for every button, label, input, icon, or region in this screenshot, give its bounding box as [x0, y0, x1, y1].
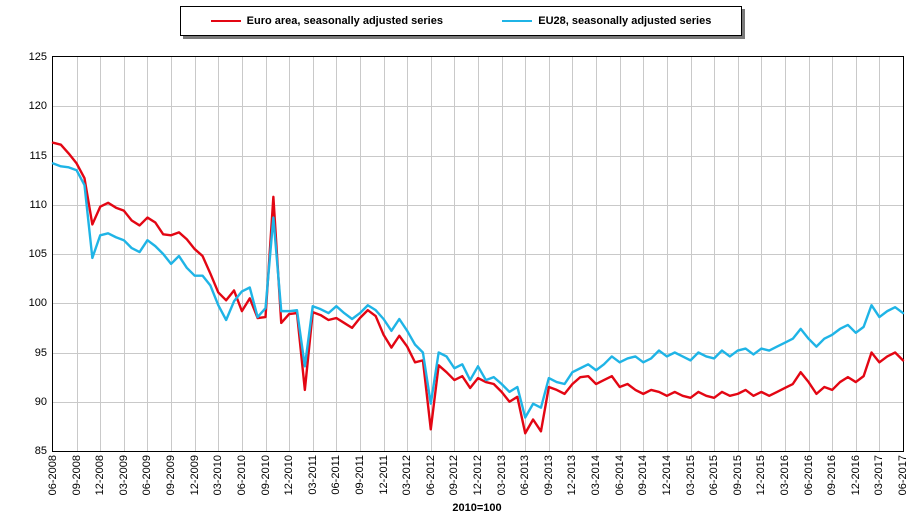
legend-swatch-euro-area — [211, 20, 241, 22]
chart-legend: Euro area, seasonally adjusted series EU… — [180, 6, 742, 36]
x-tick-label: 09-2010 — [260, 451, 272, 495]
x-tick-label: 09-2012 — [448, 451, 460, 495]
x-tick-label: 06-2011 — [330, 451, 342, 495]
y-tick-label: 90 — [35, 396, 47, 408]
x-tick-label: 03-2010 — [212, 451, 224, 495]
x-tick-label: 12-2012 — [472, 451, 484, 495]
x-tick-label: 06-2017 — [897, 451, 909, 495]
x-tick-label: 06-2016 — [803, 451, 815, 495]
x-tick-label: 12-2013 — [566, 451, 578, 495]
x-tick-label: 03-2011 — [307, 451, 319, 495]
x-tick-label: 03-2013 — [496, 451, 508, 495]
x-tick-label: 12-2009 — [189, 451, 201, 495]
legend-item-eu28: EU28, seasonally adjusted series — [502, 15, 711, 27]
x-tick-label: 03-2015 — [685, 451, 697, 495]
x-tick-label: 03-2012 — [401, 451, 413, 495]
x-tick-label: 06-2010 — [236, 451, 248, 495]
chart-plot-area: 85909510010511011512012506-200809-200812… — [52, 56, 904, 452]
x-tick-label: 09-2015 — [732, 451, 744, 495]
x-tick-label: 03-2009 — [118, 451, 130, 495]
x-tick-label: 12-2008 — [94, 451, 106, 495]
x-tick-label: 09-2011 — [354, 451, 366, 495]
x-tick-label: 06-2009 — [141, 451, 153, 495]
y-tick-label: 110 — [29, 199, 47, 211]
chart-lines — [53, 57, 903, 451]
legend-item-euro-area: Euro area, seasonally adjusted series — [211, 15, 443, 27]
x-tick-label: 09-2008 — [71, 451, 83, 495]
x-axis-label: 2010=100 — [452, 502, 501, 514]
x-tick-label: 06-2008 — [47, 451, 59, 495]
x-tick-label: 06-2014 — [614, 451, 626, 495]
x-tick-label: 09-2016 — [826, 451, 838, 495]
x-tick-label: 12-2010 — [283, 451, 295, 495]
x-tick-label: 09-2014 — [637, 451, 649, 495]
y-tick-label: 115 — [29, 150, 47, 162]
legend-label-euro-area: Euro area, seasonally adjusted series — [247, 15, 443, 27]
x-tick-label: 12-2014 — [661, 451, 673, 495]
x-tick-label: 06-2013 — [519, 451, 531, 495]
series-line — [53, 143, 903, 434]
x-tick-label: 03-2016 — [779, 451, 791, 495]
y-tick-label: 120 — [29, 100, 47, 112]
y-tick-label: 125 — [29, 51, 47, 63]
x-tick-label: 03-2014 — [590, 451, 602, 495]
legend-swatch-eu28 — [502, 20, 532, 22]
y-tick-label: 95 — [35, 347, 47, 359]
x-tick-label: 12-2015 — [755, 451, 767, 495]
x-tick-label: 03-2017 — [873, 451, 885, 495]
x-tick-label: 06-2012 — [425, 451, 437, 495]
x-tick-label: 12-2011 — [378, 451, 390, 495]
y-tick-label: 100 — [29, 297, 47, 309]
x-tick-label: 06-2015 — [708, 451, 720, 495]
y-tick-label: 105 — [29, 248, 47, 260]
y-tick-label: 85 — [35, 445, 47, 457]
x-tick-label: 09-2009 — [165, 451, 177, 495]
x-tick-label: 09-2013 — [543, 451, 555, 495]
legend-label-eu28: EU28, seasonally adjusted series — [538, 15, 711, 27]
x-tick-label: 12-2016 — [850, 451, 862, 495]
